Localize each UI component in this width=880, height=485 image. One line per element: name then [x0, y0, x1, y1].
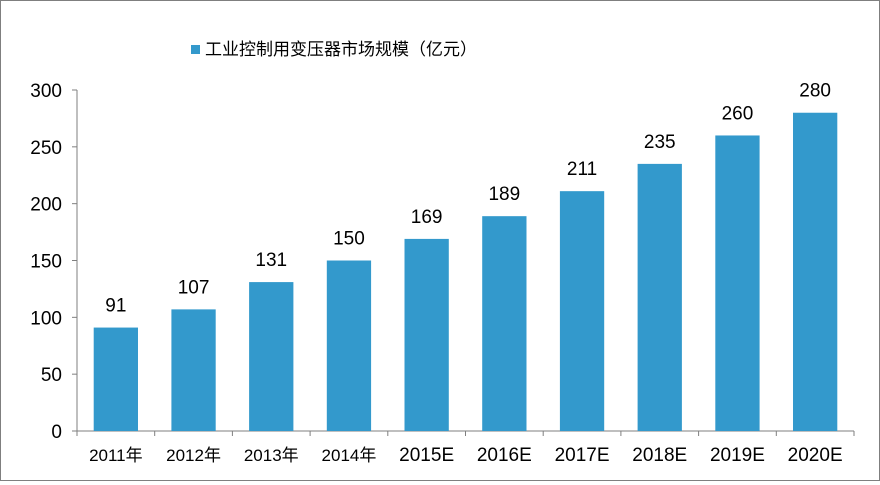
bar: [249, 282, 294, 431]
y-tick-label: 150: [30, 252, 62, 273]
bars: [93, 112, 838, 431]
data-label: 169: [411, 207, 443, 228]
x-tick-label: 2014年: [322, 446, 377, 465]
y-tick-label: 0: [51, 422, 62, 443]
y-tick-label: 100: [30, 308, 62, 329]
data-label: 260: [722, 103, 754, 124]
x-tick-label: 2012年: [166, 446, 221, 465]
bar: [482, 216, 527, 431]
x-tick-label: 2016E: [477, 445, 532, 466]
bar: [404, 238, 449, 431]
data-label: 211: [567, 159, 597, 180]
legend-label: 工业控制用变压器市场规模（亿元）: [205, 40, 477, 59]
bar: [171, 309, 216, 431]
y-tick-label: 300: [30, 81, 62, 102]
legend-swatch: [191, 45, 200, 54]
data-label: 280: [799, 81, 831, 102]
data-label: 150: [333, 229, 365, 250]
data-label: 235: [644, 132, 676, 153]
bar: [559, 191, 605, 431]
legend: 工业控制用变压器市场规模（亿元）: [191, 40, 477, 59]
x-tick-label: 2011年: [89, 446, 143, 465]
bar: [93, 327, 138, 431]
data-label: 189: [488, 184, 520, 205]
y-tick-label: 50: [41, 365, 62, 386]
data-label: 107: [178, 277, 210, 298]
axes: 0 50 100 150 200 250 300 2011年 2012年 2013年 2014年 20…: [30, 81, 855, 466]
bar: [326, 260, 372, 431]
x-tick-label: 2019E: [710, 445, 765, 466]
data-label: 131: [255, 250, 287, 271]
x-tick-label: 2015E: [399, 445, 454, 466]
x-tick-label: 2018E: [632, 445, 687, 466]
y-tick-label: 250: [30, 138, 62, 159]
x-tick-label: 2017E: [555, 445, 610, 466]
bar: [715, 135, 760, 431]
bar: [637, 163, 682, 431]
x-tick-label: 2013年: [244, 446, 299, 465]
y-tick-label: 200: [30, 195, 62, 216]
data-label: 91: [105, 296, 126, 317]
x-tick-label: 2020E: [788, 445, 843, 466]
data-labels: 91 107 131 150 169 189 211 235 260 280: [105, 81, 831, 317]
bar: [793, 112, 838, 431]
